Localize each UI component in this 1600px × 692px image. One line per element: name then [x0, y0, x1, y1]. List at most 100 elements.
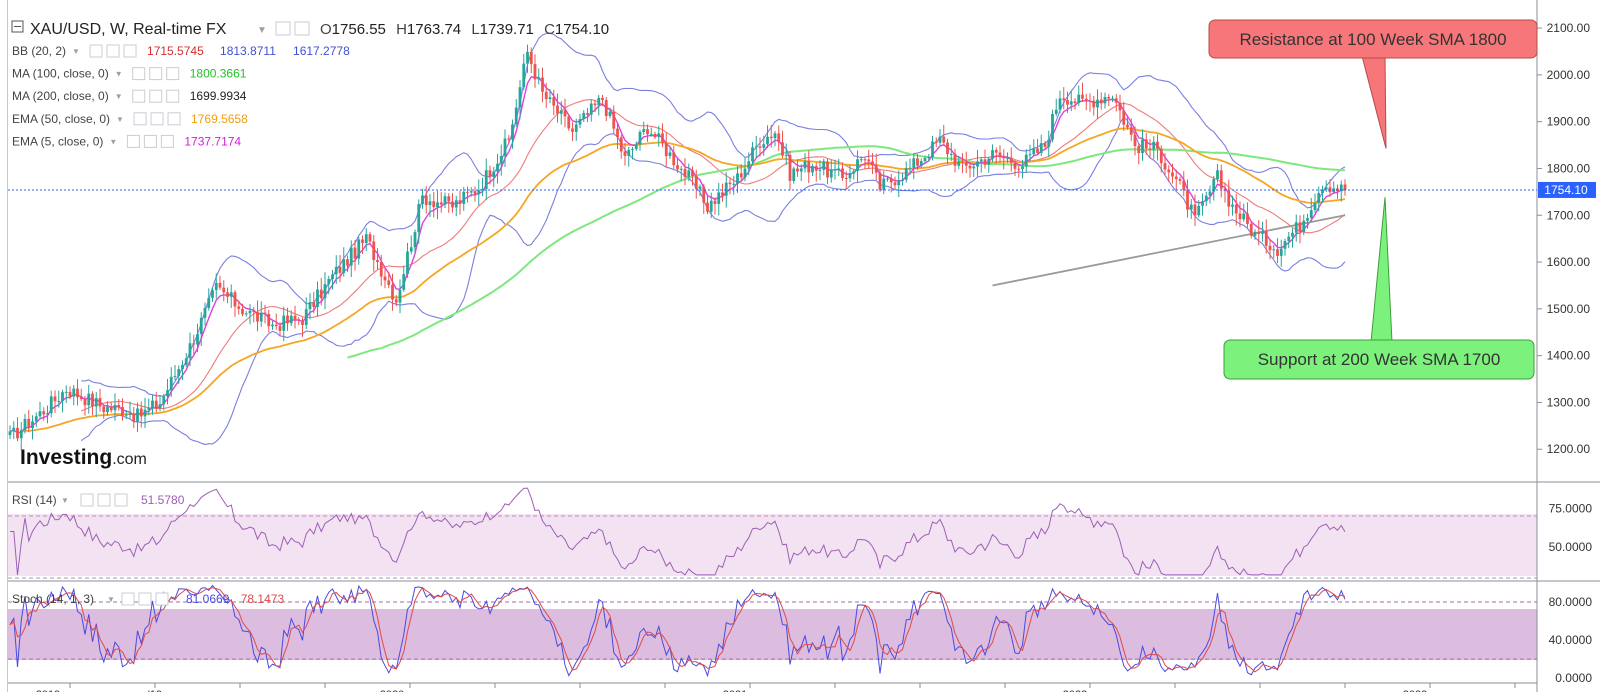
candle	[391, 273, 394, 311]
candle	[769, 125, 773, 148]
chevron-down-icon[interactable]: ▼	[107, 595, 115, 604]
candle	[226, 287, 229, 304]
candle	[642, 121, 646, 135]
logo-suffix: .com	[112, 451, 147, 468]
chevron-down-icon[interactable]: ▼	[115, 70, 123, 79]
symbol-title[interactable]: XAU/USD, W, Real-time FX	[30, 21, 227, 38]
candle	[1024, 149, 1028, 173]
candle	[447, 193, 451, 213]
close-icon[interactable]	[167, 112, 181, 126]
rsi-title[interactable]: RSI (14)	[12, 493, 57, 507]
candle	[1043, 140, 1047, 149]
candle	[758, 137, 762, 157]
candle	[259, 301, 263, 327]
ohlc-close-label: C	[544, 21, 555, 38]
candle	[713, 197, 717, 215]
candle	[1148, 138, 1152, 159]
candle	[818, 160, 822, 180]
indicator-row[interactable]: MA (100, close, 0) ▼ 1800.3661	[12, 67, 247, 81]
candle	[218, 275, 222, 291]
gear-icon[interactable]	[106, 44, 120, 58]
candle	[154, 392, 158, 413]
indicator-row[interactable]: MA (200, close, 0) ▼ 1699.9934	[12, 89, 247, 103]
candle	[222, 280, 226, 302]
close-icon[interactable]	[123, 44, 137, 58]
candle	[91, 391, 94, 416]
stoch-title[interactable]: Stoch (14, 1, 3)	[12, 592, 94, 606]
gear-icon[interactable]	[294, 21, 310, 36]
resistance-callout[interactable]: Resistance at 100 Week SMA 1800	[1208, 19, 1538, 149]
eye-icon[interactable]	[89, 44, 103, 58]
close-icon[interactable]	[114, 493, 128, 507]
eye-icon[interactable]	[126, 134, 140, 148]
close-icon[interactable]	[160, 134, 174, 148]
gear-icon[interactable]	[150, 112, 164, 126]
price-tick-label: 2000.00	[1547, 68, 1591, 82]
candle	[229, 284, 233, 308]
candle	[98, 388, 102, 412]
rsi-legend: RSI (14) ▼ 51.5780	[12, 493, 185, 507]
candle	[34, 412, 38, 428]
candle	[709, 192, 713, 219]
close-icon[interactable]	[155, 592, 169, 606]
candle	[181, 360, 184, 381]
chevron-down-icon[interactable]: ▼	[72, 47, 80, 56]
gear-icon[interactable]	[143, 134, 157, 148]
candle	[424, 186, 428, 214]
eye-icon[interactable]	[80, 493, 94, 507]
indicator-row[interactable]: EMA (50, close, 0) ▼ 1769.5658	[12, 112, 248, 126]
candle	[244, 311, 248, 317]
candle	[597, 94, 601, 116]
eye-icon[interactable]	[132, 67, 146, 81]
candle	[1242, 203, 1246, 222]
chevron-down-icon[interactable]: ▼	[116, 115, 124, 124]
gear-icon[interactable]	[138, 592, 152, 606]
eye-icon[interactable]	[133, 112, 147, 126]
candle	[368, 231, 372, 244]
close-icon[interactable]	[166, 67, 180, 81]
candle	[837, 158, 841, 177]
eye-icon[interactable]	[121, 592, 135, 606]
gear-icon[interactable]	[149, 89, 163, 103]
sma200-line	[992, 214, 1346, 287]
candle	[469, 187, 473, 197]
candle	[1231, 195, 1234, 216]
candle	[323, 272, 327, 310]
candle	[454, 195, 458, 217]
chevron-down-icon[interactable]: ▼	[257, 25, 267, 36]
candle	[897, 170, 901, 198]
rsi-line	[10, 487, 1346, 576]
candle	[1163, 153, 1167, 176]
candle	[1039, 134, 1043, 157]
investing-logo: Investing.com	[20, 446, 147, 469]
chevron-down-icon[interactable]: ▼	[115, 92, 123, 101]
support-callout[interactable]: Support at 200 Week SMA 1700	[1223, 197, 1535, 380]
gear-icon[interactable]	[149, 67, 163, 81]
eye-icon[interactable]	[275, 21, 291, 36]
candle	[1156, 134, 1159, 161]
resistance-box	[1208, 19, 1538, 59]
candle	[991, 144, 994, 163]
rsi-band	[8, 514, 1537, 576]
candle	[443, 192, 447, 209]
candle	[458, 190, 462, 215]
candle	[987, 156, 991, 173]
indicator-row[interactable]: BB (20, 2) ▼ 1715.5745 1813.8711 1617.2778	[12, 44, 350, 58]
candle	[826, 158, 829, 185]
eye-icon[interactable]	[132, 89, 146, 103]
candle	[694, 169, 698, 199]
candle	[349, 240, 353, 278]
candle	[1212, 175, 1216, 201]
candle	[1197, 200, 1201, 218]
indicator-value: 1699.9934	[190, 89, 247, 103]
indicator-row[interactable]: EMA (5, close, 0) ▼ 1737.7174	[12, 134, 241, 148]
close-icon[interactable]	[166, 89, 180, 103]
candle	[691, 166, 694, 186]
candle	[829, 159, 833, 183]
candle	[188, 332, 192, 367]
candle	[12, 421, 16, 440]
gear-icon[interactable]	[97, 493, 111, 507]
chevron-down-icon[interactable]: ▼	[109, 137, 117, 146]
chevron-down-icon[interactable]: ▼	[61, 496, 69, 505]
